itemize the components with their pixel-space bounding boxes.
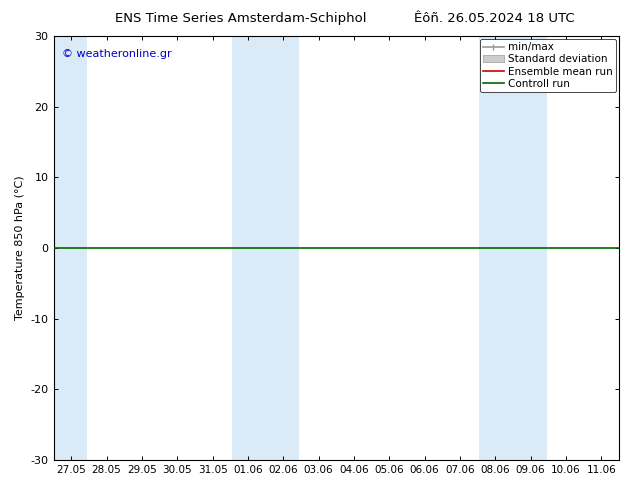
Text: ENS Time Series Amsterdam-Schiphol: ENS Time Series Amsterdam-Schiphol (115, 12, 366, 25)
Bar (479, 36, 547, 460)
Text: © weatheronline.gr: © weatheronline.gr (62, 49, 172, 59)
Legend: min/max, Standard deviation, Ensemble mean run, Controll run: min/max, Standard deviation, Ensemble me… (480, 39, 616, 92)
Bar (232, 36, 299, 460)
Bar (53, 36, 87, 460)
Y-axis label: Temperature 850 hPa (°C): Temperature 850 hPa (°C) (15, 176, 25, 320)
Text: Êôñ. 26.05.2024 18 UTC: Êôñ. 26.05.2024 18 UTC (414, 12, 575, 25)
